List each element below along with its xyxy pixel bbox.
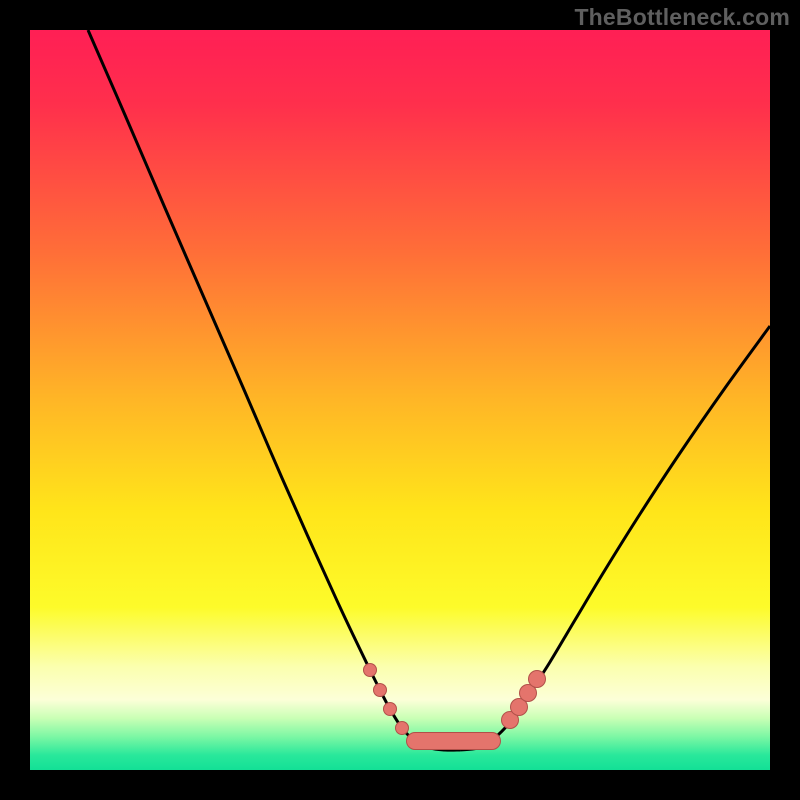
right-marker-cluster	[501, 670, 546, 729]
marker-dot	[511, 699, 527, 715]
right-ascending-curve	[460, 326, 770, 750]
marker-dot	[364, 664, 376, 676]
marker-dot	[374, 684, 386, 696]
marker-dot	[520, 685, 536, 701]
watermark-text: TheBottleneck.com	[574, 4, 790, 31]
marker-dot	[529, 671, 545, 687]
marker-dot	[396, 722, 408, 734]
chart-stage: TheBottleneck.com	[0, 0, 800, 800]
left-descending-curve	[88, 30, 460, 750]
marker-dot	[384, 703, 396, 715]
curves-layer	[30, 30, 770, 770]
plot-area	[30, 30, 770, 770]
